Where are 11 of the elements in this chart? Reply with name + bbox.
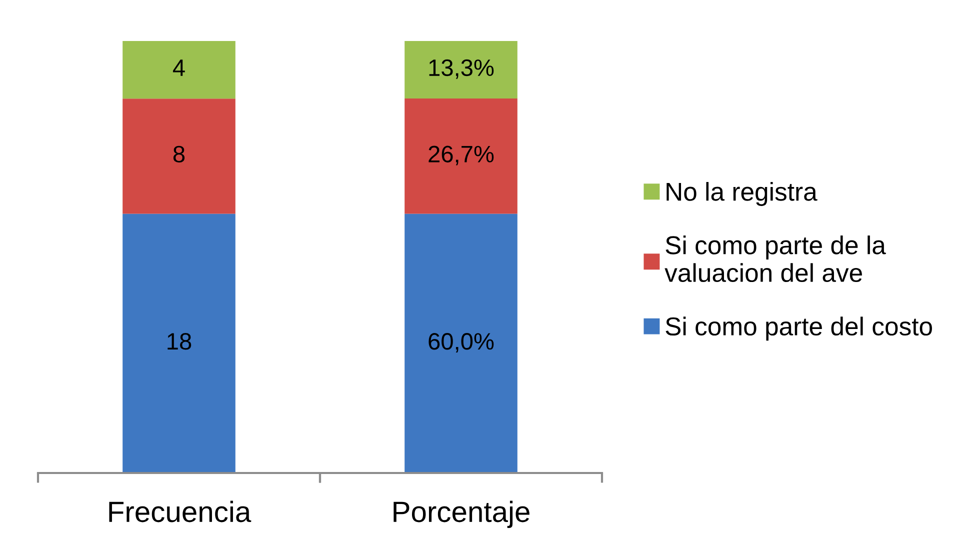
x-tick-label: Porcentaje [394,500,530,528]
data-label: 8 [173,146,185,163]
legend-label: Si como parte de la valuacion del ave [664,236,886,282]
data-label: 26,7% [428,146,494,166]
x-tick-label: Frecuencia [109,500,252,522]
data-label: 13,3% [429,59,494,79]
legend-label: Si como parte del costo [666,316,932,341]
data-label: 60,0% [428,333,494,353]
data-label: 18 [168,333,192,350]
data-label: 4 [172,60,185,76]
legend-label: No la registra [666,182,818,206]
